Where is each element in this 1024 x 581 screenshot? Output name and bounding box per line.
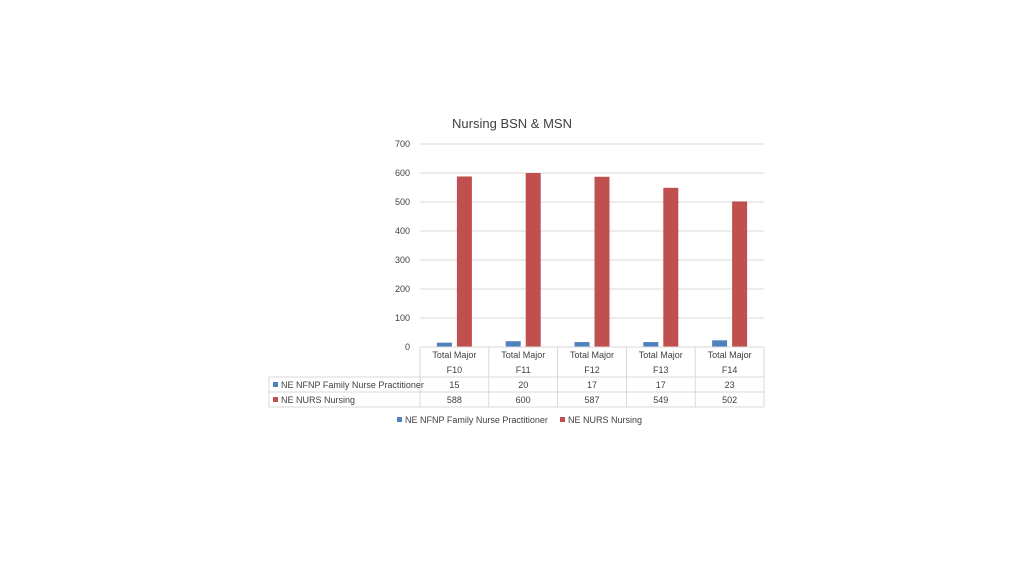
data-label: 600 — [516, 395, 531, 405]
category-label: Total Major — [708, 350, 752, 360]
data-label: 587 — [584, 395, 599, 405]
category-label: Total Major — [432, 350, 476, 360]
data-label: 549 — [653, 395, 668, 405]
bar-nurs — [456, 176, 472, 347]
category-label: Total Major — [639, 350, 683, 360]
legend-key — [273, 382, 278, 387]
bar-nurs — [594, 176, 610, 347]
legend-swatch — [560, 417, 565, 422]
y-tick-label: 500 — [395, 197, 410, 207]
category-label: F12 — [584, 365, 600, 375]
y-tick-label: 300 — [395, 255, 410, 265]
bar-nfnp — [712, 340, 728, 347]
bar-nurs — [525, 173, 541, 347]
data-label: 588 — [447, 395, 462, 405]
legend: NE NFNP Family Nurse Practitioner NE NURS… — [397, 415, 642, 425]
data-label: 17 — [587, 380, 597, 390]
series-row-label: NE NFNP Family Nurse Practitioner — [281, 380, 424, 390]
gridlines — [420, 143, 764, 348]
data-label: 502 — [722, 395, 737, 405]
data-label: 15 — [449, 380, 459, 390]
chart-title: Nursing BSN & MSN — [452, 116, 572, 131]
y-tick-label: 100 — [395, 313, 410, 323]
data-label: 20 — [518, 380, 528, 390]
bar-nfnp — [436, 342, 452, 347]
bars — [436, 173, 748, 347]
category-label: F14 — [722, 365, 738, 375]
category-label: Total Major — [501, 350, 545, 360]
legend-label: NE NURS Nursing — [568, 415, 642, 425]
y-tick-label: 0 — [405, 342, 410, 352]
legend-label: NE NFNP Family Nurse Practitioner — [405, 415, 548, 425]
series-row-label: NE NURS Nursing — [281, 395, 355, 405]
legend-swatch — [397, 417, 402, 422]
data-label: 17 — [656, 380, 666, 390]
bar-nurs — [732, 201, 748, 347]
bar-nfnp — [643, 342, 659, 347]
data-label: 23 — [725, 380, 735, 390]
category-label: F13 — [653, 365, 669, 375]
category-label: Total Major — [570, 350, 614, 360]
y-tick-label: 400 — [395, 226, 410, 236]
data-table: Total Major F10 Total Major F11 Total Major F… — [268, 346, 765, 408]
bar-nurs — [663, 187, 679, 347]
category-label: F11 — [516, 365, 531, 375]
category-label: F10 — [447, 365, 463, 375]
bar-nfnp — [574, 342, 590, 347]
legend-key — [273, 397, 278, 402]
y-axis: 0 100 200 300 400 500 600 700 — [395, 139, 410, 352]
bar-nfnp — [505, 341, 521, 347]
y-tick-label: 200 — [395, 284, 410, 294]
y-tick-label: 700 — [395, 139, 410, 149]
y-tick-label: 600 — [395, 168, 410, 178]
